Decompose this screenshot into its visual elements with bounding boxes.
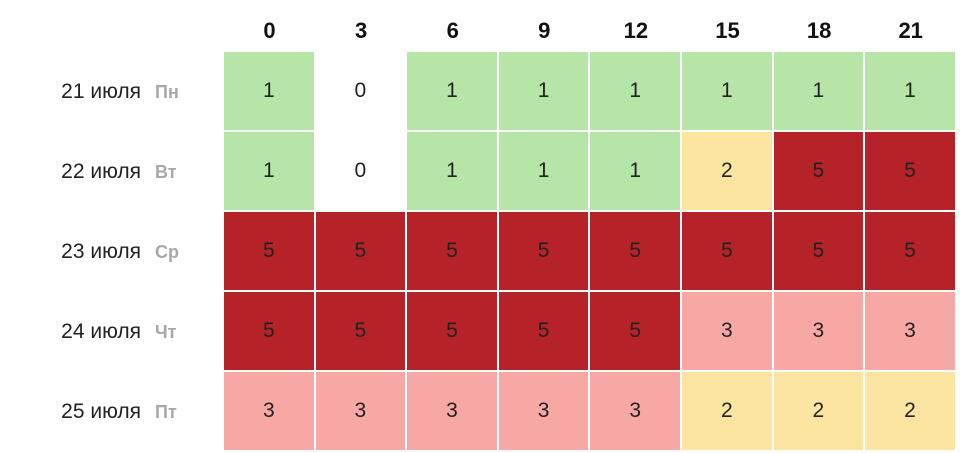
row-weekday: Ср <box>155 241 179 262</box>
heatmap-cell: 3 <box>407 372 497 450</box>
heatmap-cell: 1 <box>224 52 314 130</box>
heatmap-cell: 3 <box>773 292 864 370</box>
row-label: 21 июля Пн <box>0 52 215 132</box>
heatmap-cell: 5 <box>224 292 314 370</box>
heatmap-cell: 1 <box>407 52 497 130</box>
heatmap-cell: 3 <box>865 292 955 370</box>
row-date: 25 июля <box>61 400 141 423</box>
heatmap-cell: 5 <box>315 292 406 370</box>
heatmap-cell: 5 <box>682 212 772 290</box>
heatmap-cell: 1 <box>224 132 314 210</box>
row-label: 23 июля Ср <box>0 212 215 292</box>
row-weekday: Пн <box>155 81 179 102</box>
heatmap-cell: 5 <box>498 212 589 290</box>
heatmap-cell: 3 <box>315 372 406 450</box>
hour-label: 15 <box>715 18 740 43</box>
heatmap-cell: 5 <box>590 212 680 290</box>
heatmap-cell: 5 <box>590 292 680 370</box>
row-weekday: Пт <box>155 401 177 422</box>
heatmap-cell: 3 <box>682 292 772 370</box>
heatmap-cell: 3 <box>224 372 314 450</box>
heatmap-cell: 5 <box>773 212 864 290</box>
heatmap-cell: 5 <box>315 212 406 290</box>
heatmap-cell: 5 <box>865 132 955 210</box>
row-weekday: Вт <box>155 161 177 182</box>
row-date: 23 июля <box>61 240 141 263</box>
heatmap-cell: 1 <box>407 132 497 210</box>
heatmap-cell: 1 <box>590 132 680 210</box>
row-date: 21 июля <box>61 80 141 103</box>
hour-label: 9 <box>538 18 551 43</box>
heatmap-cell: 5 <box>865 212 955 290</box>
hour-label: 6 <box>446 18 459 43</box>
row-label: 22 июля Вт <box>0 132 215 212</box>
row-label: 24 июля Чт <box>0 292 215 372</box>
heatmap-cell: 5 <box>407 292 497 370</box>
heatmap-cell: 5 <box>773 132 864 210</box>
heatmap-cell: 2 <box>773 372 864 450</box>
heatmap-cell: 3 <box>498 372 589 450</box>
heatmap-cell: 2 <box>865 372 955 450</box>
row-date: 22 июля <box>61 160 141 183</box>
hour-label: 12 <box>623 18 649 43</box>
row-weekday: Чт <box>155 321 177 342</box>
heatmap-cell: 1 <box>865 52 955 130</box>
heatmap-cell: 1 <box>498 132 589 210</box>
heatmap-cell: 1 <box>498 52 589 130</box>
heatmap-cell: 3 <box>590 372 680 450</box>
heatmap-cell: 2 <box>682 372 772 450</box>
row-date: 24 июля <box>61 320 141 343</box>
heatmap-cell: 5 <box>224 212 314 290</box>
hour-label: 18 <box>806 18 832 43</box>
heatmap-cell: 0 <box>315 52 406 130</box>
hour-label: 3 <box>354 18 368 43</box>
row-label: 25 июля Пт <box>0 372 215 452</box>
hour-label: 0 <box>263 18 276 43</box>
hour-label: 21 <box>898 18 923 43</box>
heatmap-cell: 1 <box>590 52 680 130</box>
heatmap-cell: 1 <box>682 52 772 130</box>
heatmap-cell: 0 <box>315 132 406 210</box>
heatmap-cell: 5 <box>498 292 589 370</box>
heatmap-cell: 2 <box>682 132 772 210</box>
heatmap-cell: 5 <box>407 212 497 290</box>
heatmap-cell: 1 <box>773 52 864 130</box>
